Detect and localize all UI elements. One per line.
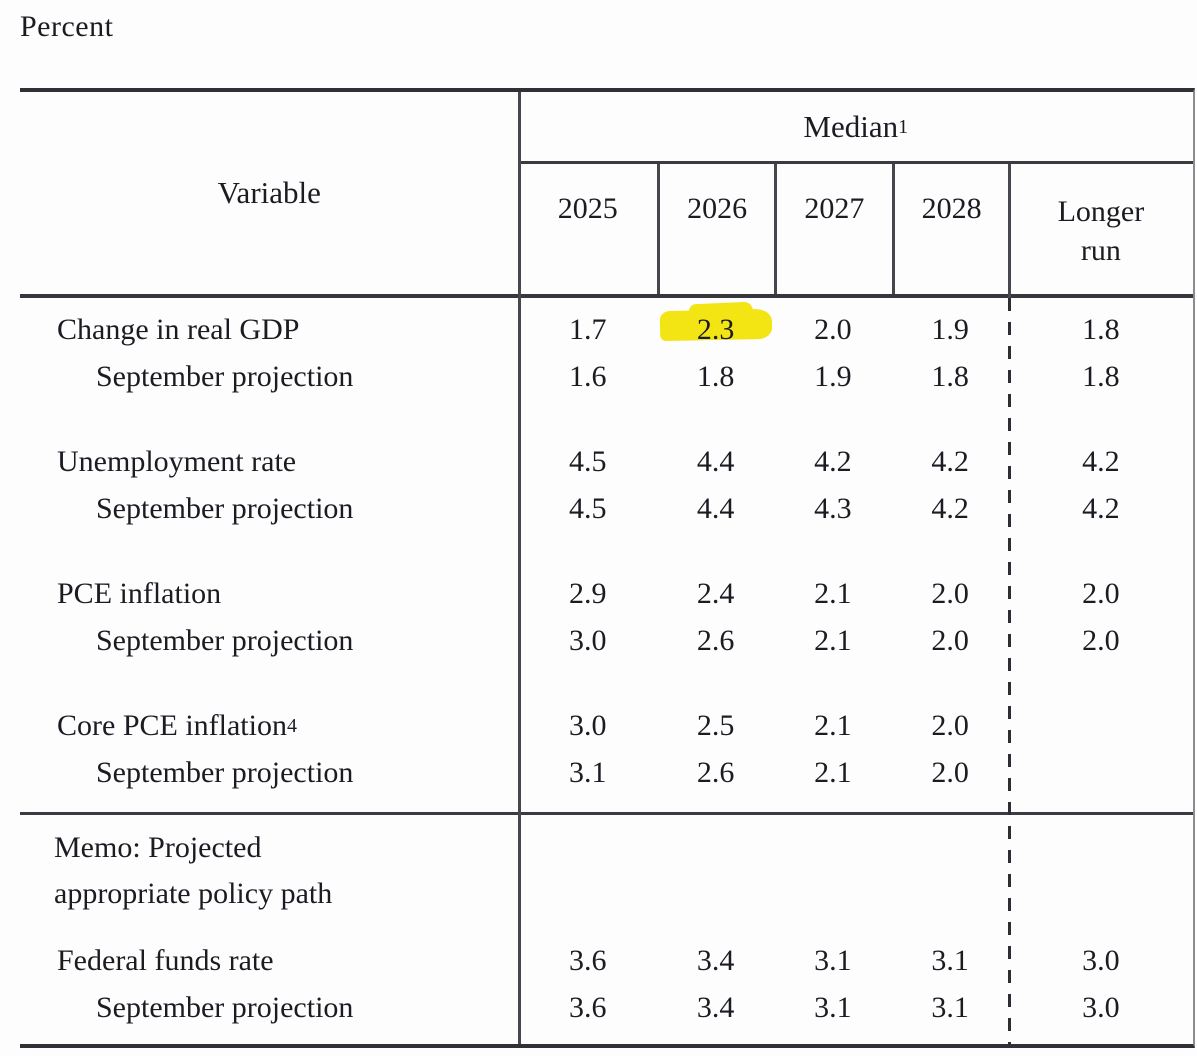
value-cell: 2.6 [696,623,735,657]
value-cell: 2.3 [657,306,774,353]
value-cell: 4.5 [568,491,607,525]
row-spacer [20,1031,1193,1044]
value-cell: 2.4 [696,576,735,610]
variable-header: Variable [217,175,321,210]
value-cell: 2.1 [814,576,852,610]
row-label-pce-inflation: PCE inflation [57,576,222,610]
value-cell-empty [1009,749,1193,796]
row-label-gdp: Change in real GDP [57,312,300,346]
memo-line-2: appropriate policy path [54,877,333,910]
highlighted-value: 2.3 [696,312,735,346]
value-cell: 3.4 [696,990,735,1024]
value-cell: 4.2 [1082,444,1120,478]
row-spacer [20,796,1193,812]
value-cell: 4.2 [814,444,852,478]
value-cell: 2.0 [1082,623,1120,657]
row-spacer [20,298,1193,306]
row-spacer [20,400,1193,438]
value-cell: 2.9 [568,576,607,610]
value-cell: 2.6 [696,755,735,789]
value-cell: 3.1 [931,943,969,977]
memo-separator [20,812,1193,815]
value-cell: 3.0 [1082,990,1120,1024]
value-cell: 3.1 [568,755,607,789]
value-cell: 3.1 [931,990,969,1024]
longer-run-divider-dashed [1007,298,1011,1044]
row-spacer [20,664,1193,702]
row-label-september-projection: September projection [96,491,354,525]
value-cell: 2.1 [814,708,852,742]
memo-empty-cells [519,815,1193,937]
value-cell: 1.8 [1082,312,1120,346]
row-label-september-projection: September projection [96,359,354,393]
value-cell: 4.2 [931,491,969,525]
year-header-2026: 2026 [656,164,774,294]
value-cell: 1.8 [696,359,735,393]
value-cell: 1.7 [568,312,607,346]
row-label-september-projection: September projection [96,755,354,789]
memo-line-1: Memo: Projected [54,831,262,864]
value-cell: 1.8 [931,359,969,393]
year-header-2025: 2025 [557,192,618,225]
unit-label: Percent [20,10,114,43]
value-cell: 1.9 [814,359,852,393]
row-label-september-projection: September projection [96,623,354,657]
projections-table: Variable Median 1 2025 2026 2027 2028 Lon… [20,88,1195,1048]
value-cell: 2.0 [931,623,969,657]
value-cell: 2.5 [696,708,735,742]
value-cell: 3.1 [814,990,852,1024]
value-cell: 2.1 [814,623,852,657]
value-cell: 2.0 [931,576,969,610]
median-group-header: Median 1 [518,92,1193,164]
value-cell: 1.8 [1082,359,1120,393]
value-cell: 2.1 [814,755,852,789]
value-cell: 2.0 [931,755,969,789]
value-cell: 3.1 [814,943,852,977]
value-cell: 4.2 [931,444,969,478]
year-header-2027: 2027 [774,164,891,294]
value-cell: 3.0 [568,708,607,742]
memo-label: Memo: Projected appropriate policy path [20,815,519,937]
value-cell: 4.3 [814,491,852,525]
longer-run-header: Longer run [1057,195,1145,267]
value-cell: 2.0 [814,312,852,346]
value-cell: 2.0 [1082,576,1120,610]
value-cell: 4.4 [696,444,735,478]
longer-run-divider-solid [1007,164,1011,298]
variable-column-divider [517,92,521,1044]
row-label-september-projection: September projection [96,990,354,1024]
value-cell: 4.5 [568,444,607,478]
row-spacer [20,532,1193,570]
value-cell: 1.9 [931,312,969,346]
value-cell: 3.6 [568,990,607,1024]
row-label-unemployment: Unemployment rate [57,444,297,478]
value-cell: 3.4 [696,943,735,977]
value-cell-empty [1009,702,1193,749]
value-cell: 4.2 [1082,491,1120,525]
value-cell: 2.0 [931,708,969,742]
year-header-2028: 2028 [891,164,1009,294]
median-label: Median [803,108,899,144]
row-label-federal-funds-rate: Federal funds rate [57,943,274,977]
row-label-core-pce-inflation: Core PCE inflation 4 [57,708,297,742]
value-cell: 3.0 [568,623,607,657]
header-body-separator [20,294,1193,298]
value-cell: 3.6 [568,943,607,977]
value-cell: 3.0 [1082,943,1120,977]
value-cell: 4.4 [696,491,735,525]
value-cell: 1.6 [568,359,607,393]
